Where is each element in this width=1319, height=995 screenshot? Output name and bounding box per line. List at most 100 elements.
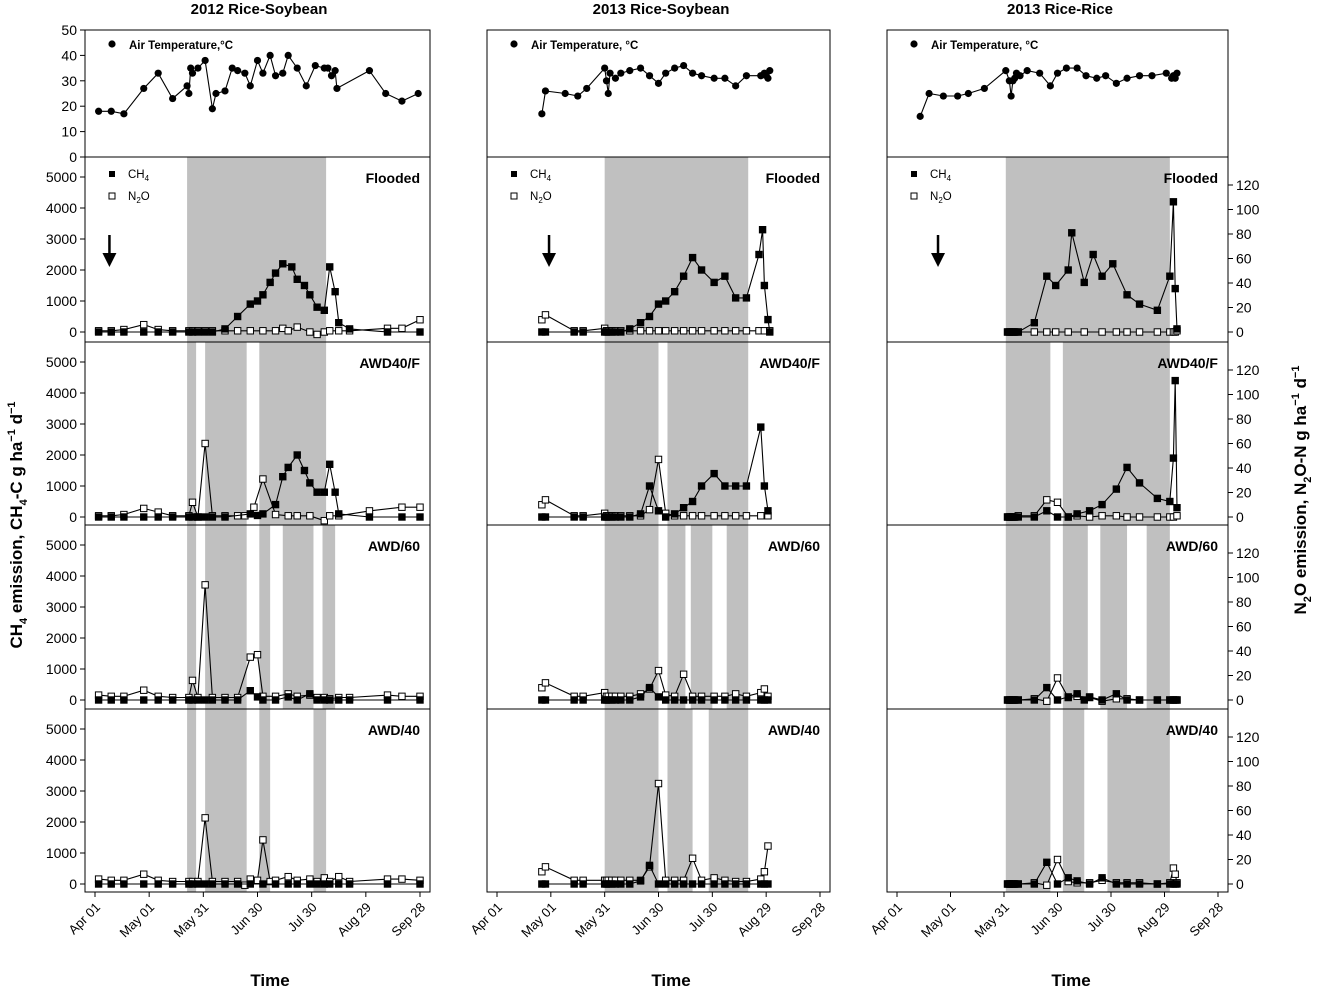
ch4-point: [1098, 874, 1106, 882]
ch4-point: [541, 513, 550, 521]
ch4-point: [259, 510, 267, 518]
n2o-point: [140, 870, 148, 878]
emission-panel-awd-60: 0 1000 2000 3000 4000 5000 AWD/60: [46, 524, 431, 710]
ch4-point: [697, 880, 706, 888]
ch4-point: [107, 696, 115, 704]
n2o-point: [1135, 513, 1144, 521]
ch4-point: [1173, 880, 1181, 888]
flooded-period-band: [604, 157, 749, 342]
emission-panel-awd-40: 0 20 40 60 80 100 120 AWD/40: [886, 708, 1260, 893]
temperature-point: [697, 72, 706, 80]
ch4-y-tick-label: 1000: [46, 293, 77, 309]
temperature-point: [1002, 67, 1010, 75]
temperature-point: [1173, 69, 1181, 77]
ch4-point: [201, 328, 209, 336]
ch4-point: [335, 319, 343, 327]
ch4-point: [742, 696, 751, 704]
n2o-point: [1112, 328, 1121, 336]
ch4-point: [697, 266, 706, 274]
n2o-point: [1043, 697, 1051, 705]
temperature-y-tick-label: 0: [69, 149, 77, 165]
ch4-point: [541, 880, 550, 888]
n2o-point: [654, 327, 663, 335]
temperature-point: [228, 64, 236, 72]
temperature-point: [939, 92, 947, 100]
ch4-point: [1112, 880, 1121, 888]
temperature-point: [1082, 72, 1090, 80]
temperature-y-tick-label: 10: [61, 124, 77, 140]
ch4-point: [208, 328, 217, 336]
emission-panel-awd-60: 0 20 40 60 80 100 120 AWD/60: [886, 524, 1260, 710]
n2o-y-tick-label: 40: [1236, 275, 1252, 291]
ch4-point: [688, 880, 697, 888]
ch4-point: [194, 696, 202, 704]
n2o-point: [760, 868, 769, 876]
flooded-period-band: [667, 525, 686, 709]
temperature-point: [604, 89, 612, 98]
n2o-point: [654, 455, 663, 464]
temperature-point: [221, 87, 229, 95]
n2o-point: [721, 512, 729, 520]
temperature-point: [327, 72, 336, 80]
x-tick-label: Aug 29: [1133, 900, 1173, 940]
flooded-period-band: [604, 709, 659, 892]
ch4-point: [721, 482, 729, 490]
ch4-point: [758, 226, 767, 234]
ch4-point: [636, 510, 645, 518]
temperature-point: [606, 69, 614, 77]
n2o-point: [1053, 498, 1062, 507]
temperature-point: [541, 87, 550, 95]
x-tick-label: May 01: [918, 900, 959, 941]
n2o-y-tick-label: 20: [1236, 485, 1252, 501]
x-tick-label: Jun 30: [227, 900, 265, 938]
ch4-point: [1030, 513, 1039, 521]
ch4-point: [1030, 696, 1039, 704]
x-tick-label: Jul 30: [285, 900, 320, 935]
n2o-legend-label: N2O: [128, 191, 150, 205]
n2o-point: [731, 690, 740, 698]
n2o-y-tick-label: 120: [1236, 545, 1260, 561]
ch4-point: [679, 504, 688, 512]
n2o-point: [398, 692, 406, 701]
n2o-point: [1085, 513, 1094, 521]
ch4-point: [293, 696, 301, 704]
n2o-point: [742, 327, 751, 335]
temperature-point: [574, 92, 582, 100]
n2o-line: [98, 319, 421, 335]
ch4-point: [1135, 479, 1144, 487]
ch4-point: [1043, 683, 1051, 692]
ch4-point: [688, 696, 697, 704]
ch4-point: [335, 696, 343, 704]
flooded-period-band: [187, 709, 197, 892]
ch4-point: [201, 696, 209, 704]
temperature-point: [1073, 64, 1081, 72]
emission-panel-awd40-f: 0 1000 2000 3000 4000 5000 AWD40/F: [46, 341, 431, 526]
ch4-point: [416, 696, 424, 704]
n2o-point: [688, 327, 697, 335]
temperature-frame: [84, 29, 431, 158]
ch4-point: [154, 880, 162, 888]
temperature-point: [120, 110, 128, 118]
ch4-point: [1153, 494, 1162, 503]
ch4-point: [1085, 507, 1094, 515]
x-tick-label: Aug 29: [735, 900, 775, 940]
temperature-point: [710, 74, 718, 82]
ch4-point: [570, 696, 578, 704]
temperature-point: [140, 84, 148, 93]
ch4-point: [120, 880, 128, 888]
ch4-point: [201, 513, 209, 521]
ch4-y-tick-label: 1000: [46, 845, 77, 861]
n2o-legend-label: N2O: [930, 191, 952, 205]
n2o-point: [284, 872, 292, 881]
ch4-point: [306, 291, 314, 299]
n2o-y-tick-label: 80: [1236, 594, 1252, 610]
ch4-point: [271, 696, 280, 704]
ch4-point: [201, 880, 209, 888]
temperature-point: [1162, 69, 1170, 77]
ch4-point: [168, 696, 177, 704]
n2o-y-tick-label: 100: [1236, 387, 1260, 403]
temperature-y-tick-label: 40: [61, 47, 77, 63]
ch4-legend-marker: [911, 171, 917, 177]
n2o-point: [140, 504, 148, 513]
ch4-point: [1053, 696, 1062, 704]
